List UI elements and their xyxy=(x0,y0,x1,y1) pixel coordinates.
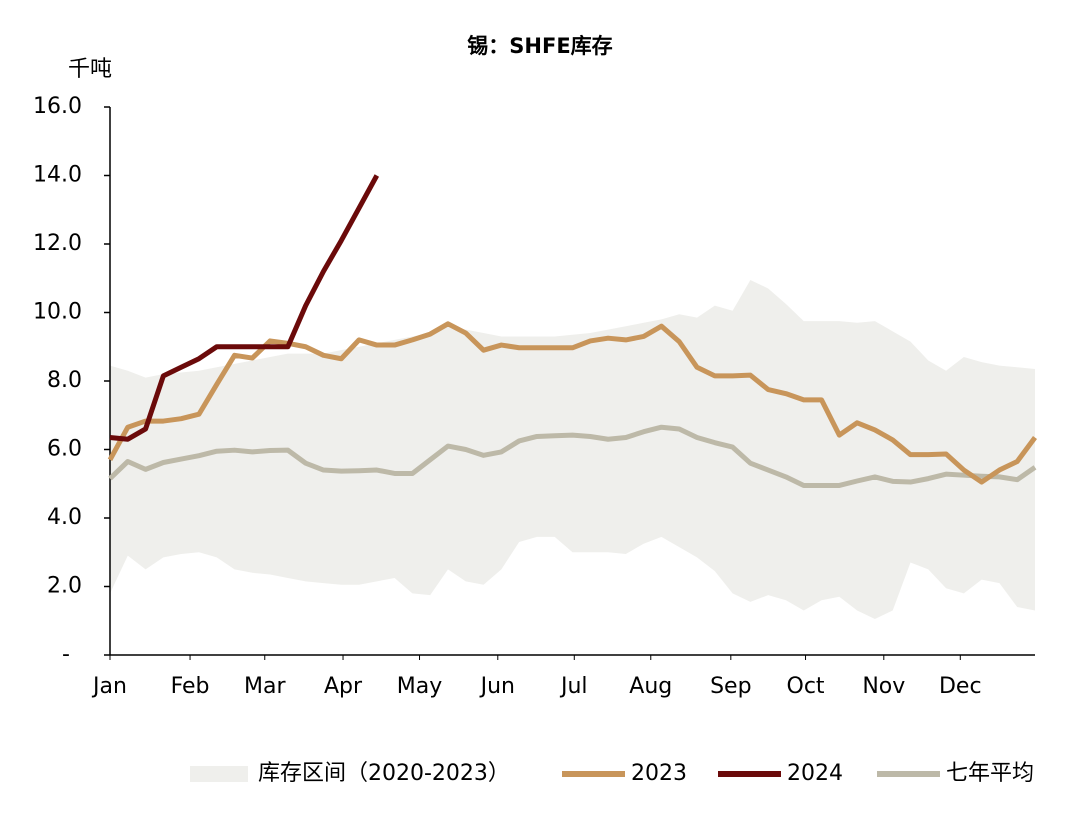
x-tick-label: Dec xyxy=(939,674,982,699)
y-tick-label: 6.0 xyxy=(47,437,82,462)
x-tick-label: Nov xyxy=(862,674,905,699)
x-tick-label: Oct xyxy=(787,674,825,699)
series-line xyxy=(109,174,380,442)
y-tick-label: 12.0 xyxy=(33,231,82,256)
legend-label: 库存区间（2020-2023） xyxy=(258,761,510,786)
y-tick-label: 10.0 xyxy=(33,300,82,325)
x-tick-label: Jul xyxy=(559,674,588,699)
legend-label: 七年平均 xyxy=(946,761,1034,786)
series-line xyxy=(108,424,1037,488)
y-tick-label: 4.0 xyxy=(47,505,82,530)
x-tick-label: Feb xyxy=(171,674,210,699)
x-tick-label: Jun xyxy=(479,674,515,699)
y-tick-label: 2.0 xyxy=(47,574,82,599)
legend-label: 2023 xyxy=(631,761,687,786)
y-tick-label: 16.0 xyxy=(33,94,82,119)
range-band xyxy=(110,279,1035,620)
y-tick-label: - xyxy=(62,642,70,667)
x-tick-label: Apr xyxy=(324,674,363,699)
x-tick-label: May xyxy=(397,674,442,699)
legend-label: 2024 xyxy=(787,761,843,786)
x-tick-label: Aug xyxy=(629,674,672,699)
x-tick-label: Jan xyxy=(91,674,127,699)
y-tick-label: 8.0 xyxy=(47,368,82,393)
x-tick-label: Mar xyxy=(244,674,286,699)
y-axis-label: 千吨 xyxy=(68,57,112,82)
chart-title: 锡：SHFE库存 xyxy=(467,34,612,58)
x-tick-label: Sep xyxy=(710,674,751,699)
y-tick-label: 14.0 xyxy=(33,163,82,188)
legend-swatch xyxy=(190,766,248,782)
